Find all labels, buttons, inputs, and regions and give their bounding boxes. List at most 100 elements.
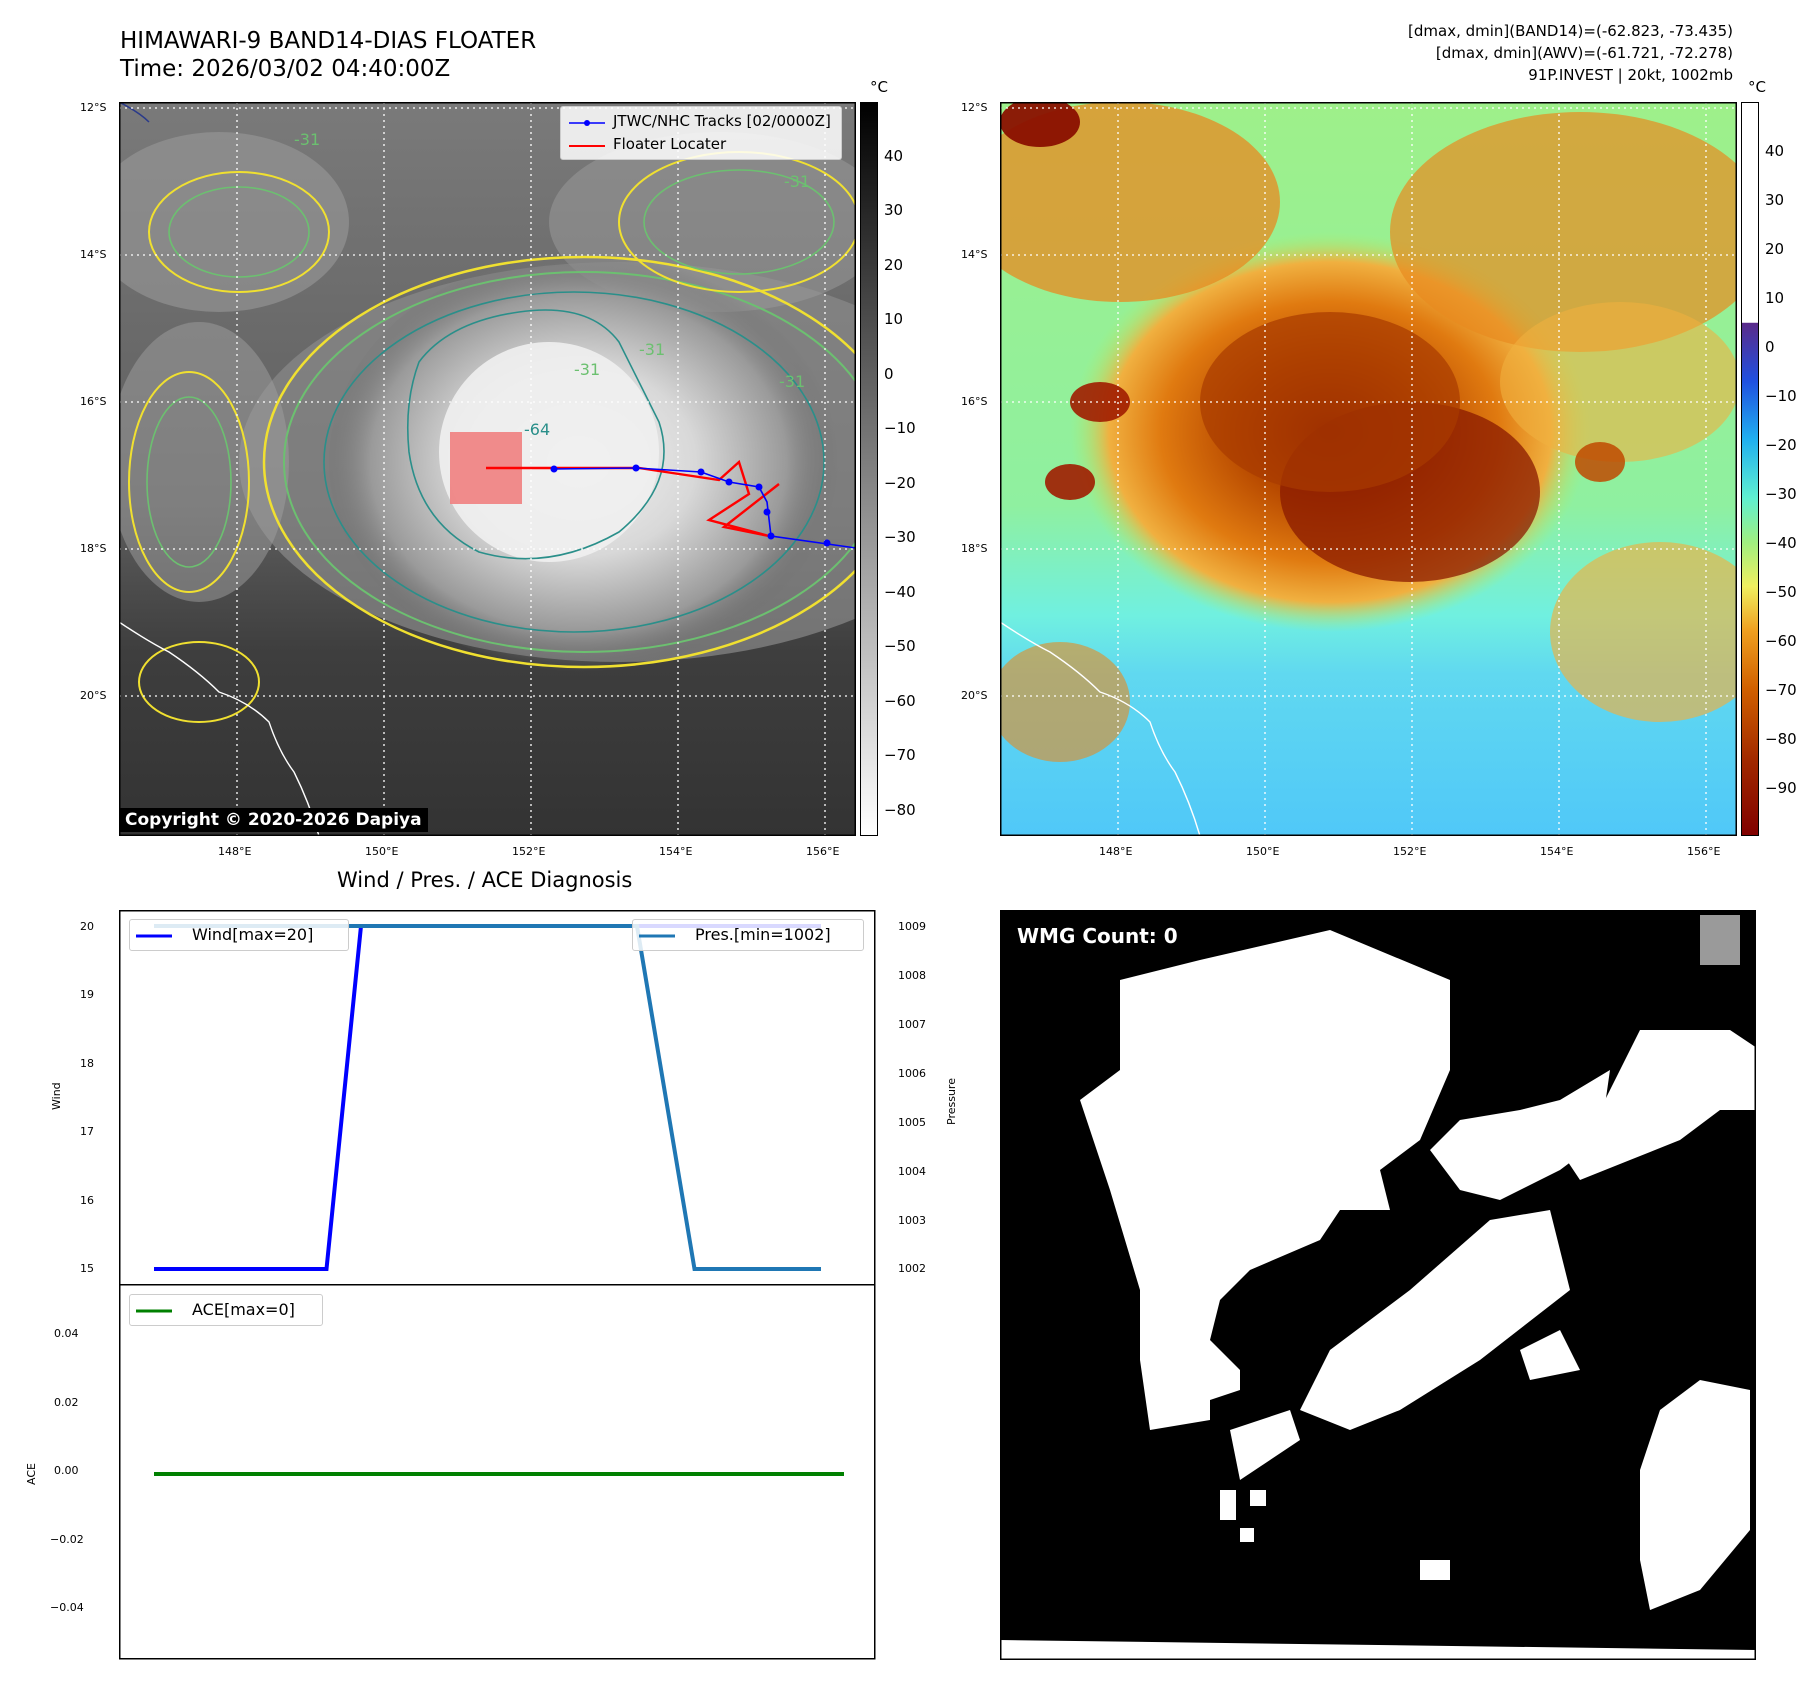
jtwc-track-line: [553, 467, 856, 549]
pressure-tick: 1006: [898, 1067, 926, 1080]
colorbar-tick: −10: [884, 419, 916, 437]
pressure-tick: 1003: [898, 1214, 926, 1227]
colorbar-tick: −30: [884, 528, 916, 546]
jtwc-track-points: [550, 464, 831, 547]
colorbar-tick: 40: [1765, 142, 1785, 160]
legend-track-label: JTWC/NHC Tracks [02/0000Z]: [613, 112, 831, 130]
contour-label-31a: -31: [639, 340, 665, 359]
colorbar-tick: −30: [1765, 485, 1797, 503]
lon-label: 156°E: [806, 845, 840, 858]
wind-tick: 19: [80, 988, 94, 1001]
floater-locater-line: [486, 459, 780, 538]
colorbar-tick: −60: [1765, 632, 1797, 650]
lat-label: 16°S: [80, 395, 107, 408]
pressure-legend-icon: [639, 934, 675, 938]
contour-label-31c: -31: [779, 372, 805, 391]
colorbar-tick: −90: [1765, 779, 1797, 797]
lon-label: 154°E: [659, 845, 693, 858]
wind-tick: 16: [80, 1194, 94, 1207]
lon-label: 152°E: [1393, 845, 1427, 858]
contour-label-64: -64: [524, 420, 550, 439]
colorbar-tick: −10: [1765, 387, 1797, 405]
lat-label: 18°S: [961, 542, 988, 555]
lat-label: 18°S: [80, 542, 107, 555]
band14-colorbar: [860, 102, 878, 836]
legend-locater-label: Floater Locater: [613, 135, 727, 153]
colorbar-tick: 30: [1765, 191, 1785, 209]
diagnosis-title: Wind / Pres. / ACE Diagnosis: [337, 868, 633, 892]
colorbar-tick: −50: [1765, 583, 1797, 601]
storm-info: 91P.INVEST | 20kt, 1002mb: [1528, 66, 1733, 84]
colorbar-tick: −40: [1765, 534, 1797, 552]
wind-pressure-panel: [119, 910, 876, 1287]
band14-map: -64 -31 -31 -31 -31 -31: [119, 102, 856, 836]
track-legend-icon: [569, 120, 605, 147]
stats-band14: [dmax, dmin](BAND14)=(-62.823, -73.435): [1408, 22, 1733, 40]
colorbar-tick: 20: [884, 256, 904, 274]
stats-awv: [dmax, dmin](AWV)=(-61.721, -72.278): [1435, 44, 1733, 62]
lat-label: 20°S: [961, 689, 988, 702]
ace-legend-label: ACE[max=0]: [192, 1300, 295, 1319]
lat-label: 12°S: [961, 101, 988, 114]
colorbar-tick: −40: [884, 583, 916, 601]
lon-label: 152°E: [512, 845, 546, 858]
lon-label: 148°E: [218, 845, 252, 858]
ace-tick: −0.04: [50, 1601, 84, 1614]
lat-label: 14°S: [80, 248, 107, 261]
wind-tick: 18: [80, 1057, 94, 1070]
pressure-tick: 1004: [898, 1165, 926, 1178]
ace-tick: 0.02: [54, 1396, 79, 1409]
colorbar-tick: −20: [1765, 436, 1797, 454]
chart-title: HIMAWARI-9 BAND14-DIAS FLOATER: [120, 28, 537, 54]
colorbar-tick: 0: [1765, 338, 1775, 356]
colorbar-tick: 10: [884, 310, 904, 328]
pressure-tick: 1007: [898, 1018, 926, 1031]
lat-label: 14°S: [961, 248, 988, 261]
colorbar-tick: 40: [884, 147, 904, 165]
copyright-badge: Copyright © 2020-2026 Dapiya: [119, 808, 428, 832]
colorbar-tick: −80: [1765, 730, 1797, 748]
pressure-tick: 1002: [898, 1262, 926, 1275]
wind-legend-icon: [136, 934, 172, 938]
colorbar-tick: −20: [884, 474, 916, 492]
colorbar-tick: −60: [884, 692, 916, 710]
pressure-tick: 1009: [898, 920, 926, 933]
colorbar-unit: °C: [870, 78, 888, 96]
ace-legend: ACE[max=0]: [129, 1294, 323, 1326]
pressure-legend: Pres.[min=1002]: [632, 919, 864, 951]
pressure-legend-label: Pres.[min=1002]: [695, 925, 831, 944]
chart-time: Time: 2026/03/02 04:40:00Z: [120, 56, 451, 82]
colorbar-tick: 10: [1765, 289, 1785, 307]
ace-tick: 0.00: [54, 1464, 79, 1477]
awv-map: [1000, 102, 1737, 836]
ace-panel: [119, 1284, 876, 1660]
colorbar-tick: −80: [884, 801, 916, 819]
colorbar-tick: −70: [884, 746, 916, 764]
colorbar-tick: −50: [884, 637, 916, 655]
lat-label: 16°S: [961, 395, 988, 408]
wind-axis-label: Wind: [50, 1082, 63, 1110]
ace-tick: 0.04: [54, 1327, 79, 1340]
lon-label: 150°E: [365, 845, 399, 858]
ace-legend-icon: [136, 1309, 172, 1313]
contour-label-31b: -31: [574, 360, 600, 379]
wind-tick: 15: [80, 1262, 94, 1275]
ace-tick: −0.02: [50, 1533, 84, 1546]
wind-legend-label: Wind[max=20]: [192, 925, 314, 944]
pressure-tick: 1005: [898, 1116, 926, 1129]
lon-label: 150°E: [1246, 845, 1280, 858]
wind-legend: Wind[max=20]: [129, 919, 349, 951]
colorbar-tick: −70: [1765, 681, 1797, 699]
wmg-panel: [1000, 910, 1756, 1660]
wind-tick: 20: [80, 920, 94, 933]
lon-label: 148°E: [1099, 845, 1133, 858]
lat-label: 12°S: [80, 101, 107, 114]
colorbar-tick: 0: [884, 365, 894, 383]
contour-label-31d: -31: [784, 172, 810, 191]
awv-colorbar: [1741, 102, 1759, 836]
colorbar-unit: °C: [1748, 78, 1766, 96]
colorbar-tick: 20: [1765, 240, 1785, 258]
wind-tick: 17: [80, 1125, 94, 1138]
lon-label: 156°E: [1687, 845, 1721, 858]
lon-label: 154°E: [1540, 845, 1574, 858]
